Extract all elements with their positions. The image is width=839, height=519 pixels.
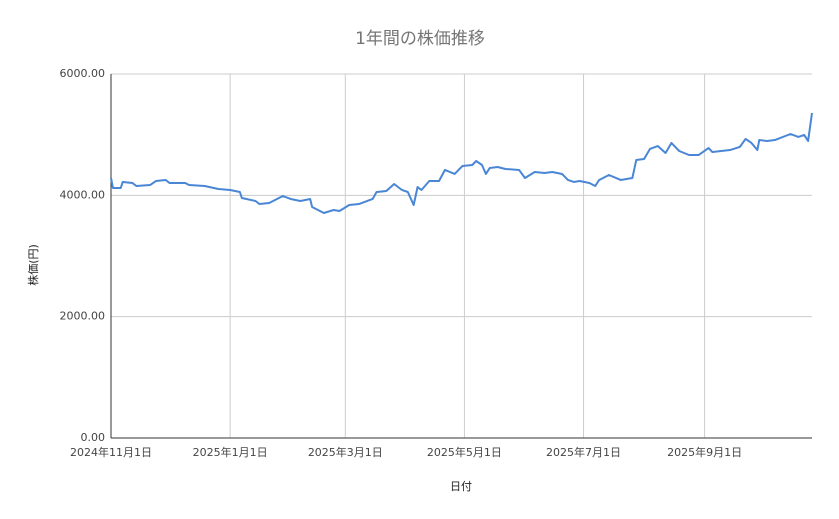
x-tick-label: 2025年5月1日 [427,445,502,459]
x-tick-label: 2025年7月1日 [546,445,621,459]
y-tick-label: 0.00 [81,431,106,444]
chart-title: 1年間の株価推移 [355,29,485,49]
y-tick-label: 2000.00 [60,310,106,323]
price-line [110,112,813,214]
y-tick-label: 4000.00 [60,188,106,201]
x-axis-label: 日付 [450,480,472,493]
x-tick-label: 2025年9月1日 [667,445,742,459]
x-tick-label: 2024年11月1日 [70,445,152,459]
y-tick-label: 6000.00 [60,67,106,80]
y-axis-label: 株価(円) [26,244,40,286]
x-tick-label: 2025年3月1日 [308,445,383,459]
x-tick-label: 2025年1月1日 [193,445,268,459]
